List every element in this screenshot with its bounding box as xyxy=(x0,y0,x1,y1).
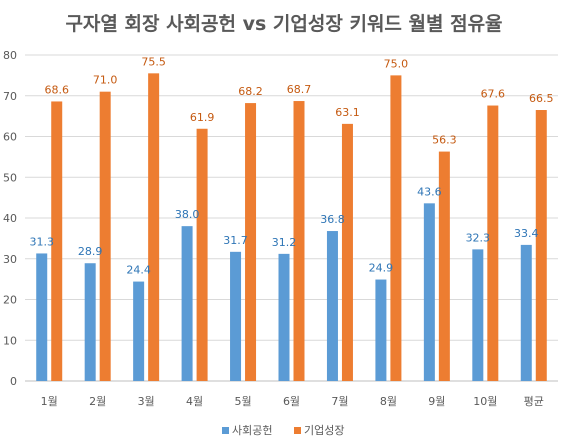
data-labels: 31.3 68.6 28.9 71.0 24.4 75.5 38.0 61.9 31.7 68.2… xyxy=(29,55,553,276)
bar-growth-3 xyxy=(148,73,160,382)
bar-social-3 xyxy=(133,281,145,381)
x-tick-label: 1월 xyxy=(41,395,58,408)
x-tick-label: 10월 xyxy=(473,395,497,408)
x-tick-label: 2월 xyxy=(89,395,106,408)
y-tick-label: 30 xyxy=(3,253,17,266)
data-label: 33.4 xyxy=(514,227,539,240)
data-label: 24.4 xyxy=(126,264,151,277)
bar-growth-6 xyxy=(293,101,305,382)
bar-social-11 xyxy=(520,244,532,381)
bar-growth-1 xyxy=(51,101,63,381)
y-axis: 0 10 20 30 40 50 60 70 80 xyxy=(3,49,17,388)
data-label: 31.3 xyxy=(29,235,54,248)
bar-growth-9 xyxy=(438,151,450,381)
bar-social-9 xyxy=(423,203,435,381)
bar-social-6 xyxy=(278,253,290,381)
x-tick-label: 평균 xyxy=(524,395,544,408)
data-label: 38.0 xyxy=(175,208,200,221)
x-axis: 1월 2월 3월 4월 5월 6월 7월 8월 9월 10월 평균 xyxy=(41,395,544,408)
x-tick-label: 9월 xyxy=(428,395,445,408)
data-label: 68.7 xyxy=(287,83,312,96)
data-label: 43.6 xyxy=(417,185,442,198)
data-label: 28.9 xyxy=(78,245,103,258)
data-label: 63.1 xyxy=(335,106,360,119)
data-label: 31.2 xyxy=(272,236,297,249)
data-label: 66.5 xyxy=(529,92,554,105)
data-label: 68.6 xyxy=(44,83,69,96)
bar-social-5 xyxy=(230,251,242,381)
gridlines xyxy=(25,54,558,382)
x-tick-label: 7월 xyxy=(331,395,348,408)
x-tick-label: 3월 xyxy=(138,395,155,408)
data-label: 75.0 xyxy=(384,57,409,70)
y-tick-label: 80 xyxy=(3,49,17,62)
bar-social-4 xyxy=(181,226,193,381)
data-label: 36.8 xyxy=(320,213,345,226)
data-label: 71.0 xyxy=(93,74,118,87)
bar-social-8 xyxy=(375,279,387,381)
bar-growth-5 xyxy=(245,103,257,382)
data-label: 32.3 xyxy=(466,231,491,244)
y-tick-label: 60 xyxy=(3,131,17,144)
legend-swatch-2 xyxy=(294,427,301,434)
bar-growth-4 xyxy=(196,128,208,381)
legend: 사회공헌 기업성장 xyxy=(222,424,344,437)
bar-growth-2 xyxy=(99,91,111,382)
legend-swatch-1 xyxy=(222,427,229,434)
legend-label: 기업성장 xyxy=(304,424,344,437)
bar-growth-10 xyxy=(487,105,499,381)
bars xyxy=(36,73,547,382)
data-label: 68.2 xyxy=(238,85,263,98)
x-tick-label: 6월 xyxy=(283,395,300,408)
bar-social-10 xyxy=(472,249,484,381)
data-label: 56.3 xyxy=(432,134,457,147)
data-label: 24.9 xyxy=(369,262,394,275)
y-tick-label: 10 xyxy=(3,334,17,347)
y-tick-label: 0 xyxy=(10,375,17,388)
data-label: 75.5 xyxy=(141,55,166,68)
data-label: 31.7 xyxy=(223,234,248,247)
x-tick-label: 8월 xyxy=(380,395,397,408)
y-tick-label: 50 xyxy=(3,171,17,184)
bar-growth-8 xyxy=(390,75,402,381)
bar-growth-11 xyxy=(535,110,547,381)
x-tick-label: 4월 xyxy=(186,395,203,408)
chart-title: 구자열 회장 사회공헌 vs 기업성장 키워드 월별 점유율 xyxy=(65,13,502,35)
y-tick-label: 20 xyxy=(3,294,17,307)
data-label: 61.9 xyxy=(190,111,215,124)
y-tick-label: 40 xyxy=(3,212,17,225)
bar-social-2 xyxy=(84,263,96,381)
legend-label: 사회공헌 xyxy=(232,424,272,437)
y-tick-label: 70 xyxy=(3,90,17,103)
data-label: 67.6 xyxy=(481,88,506,101)
bar-social-1 xyxy=(36,253,48,381)
bar-social-7 xyxy=(326,231,338,381)
x-tick-label: 5월 xyxy=(234,395,251,408)
bar-growth-7 xyxy=(341,123,353,382)
